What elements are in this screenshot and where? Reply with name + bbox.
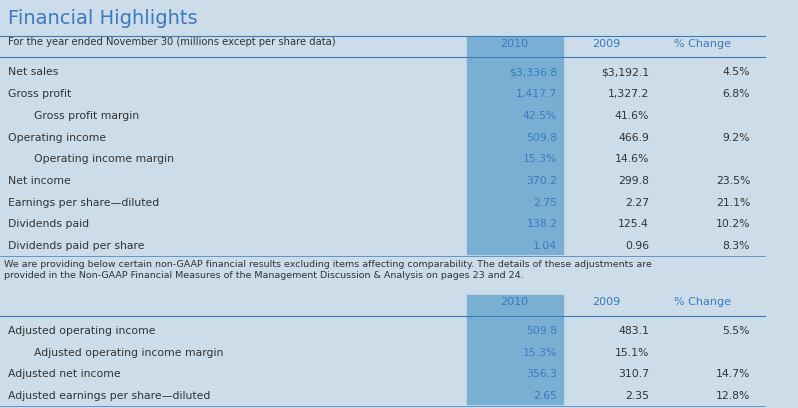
Text: Earnings per share—diluted: Earnings per share—diluted <box>8 198 159 208</box>
Text: Net sales: Net sales <box>8 67 58 78</box>
Text: Dividends paid per share: Dividends paid per share <box>8 241 144 251</box>
Text: 14.7%: 14.7% <box>716 370 750 379</box>
Text: For the year ended November 30 (millions except per share data): For the year ended November 30 (millions… <box>8 36 335 47</box>
Text: 42.5%: 42.5% <box>523 111 557 121</box>
Text: % Change: % Change <box>674 39 731 49</box>
Text: Adjusted operating income: Adjusted operating income <box>8 326 155 336</box>
Text: 4.5%: 4.5% <box>723 67 750 78</box>
Text: We are providing below certain non-GAAP financial results excluding items affect: We are providing below certain non-GAAP … <box>4 260 652 280</box>
Text: 125.4: 125.4 <box>618 220 649 229</box>
Text: 15.1%: 15.1% <box>614 348 649 358</box>
Text: 15.3%: 15.3% <box>523 348 557 358</box>
Text: Adjusted operating income margin: Adjusted operating income margin <box>34 348 223 358</box>
Text: Adjusted net income: Adjusted net income <box>8 370 120 379</box>
Text: 12.8%: 12.8% <box>716 391 750 401</box>
Text: 138.2: 138.2 <box>527 220 557 229</box>
Text: Gross profit: Gross profit <box>8 89 71 99</box>
Text: 41.6%: 41.6% <box>614 111 649 121</box>
Text: % Change: % Change <box>674 297 731 307</box>
Text: Operating income margin: Operating income margin <box>34 154 175 164</box>
Text: 1,417.7: 1,417.7 <box>516 89 557 99</box>
Text: 509.8: 509.8 <box>526 326 557 336</box>
Text: 2.65: 2.65 <box>533 391 557 401</box>
Text: 1,327.2: 1,327.2 <box>608 89 649 99</box>
Text: 21.1%: 21.1% <box>716 198 750 208</box>
Text: 310.7: 310.7 <box>618 370 649 379</box>
Text: 356.3: 356.3 <box>527 370 557 379</box>
Bar <box>467 295 563 404</box>
Text: 6.8%: 6.8% <box>723 89 750 99</box>
Text: 10.2%: 10.2% <box>716 220 750 229</box>
Text: 509.8: 509.8 <box>526 133 557 142</box>
Text: Dividends paid: Dividends paid <box>8 220 89 229</box>
Text: Net income: Net income <box>8 176 70 186</box>
Text: 14.6%: 14.6% <box>614 154 649 164</box>
Text: 2009: 2009 <box>592 39 620 49</box>
Text: 5.5%: 5.5% <box>723 326 750 336</box>
Text: 2.75: 2.75 <box>533 198 557 208</box>
Text: 466.9: 466.9 <box>618 133 649 142</box>
Text: 15.3%: 15.3% <box>523 154 557 164</box>
Text: Financial Highlights: Financial Highlights <box>8 9 197 28</box>
Text: 8.3%: 8.3% <box>723 241 750 251</box>
Text: 2009: 2009 <box>592 297 620 307</box>
Text: 9.2%: 9.2% <box>723 133 750 142</box>
Text: 0.96: 0.96 <box>625 241 649 251</box>
Text: Operating income: Operating income <box>8 133 106 142</box>
Text: 483.1: 483.1 <box>618 326 649 336</box>
Text: Adjusted earnings per share—diluted: Adjusted earnings per share—diluted <box>8 391 210 401</box>
Text: 23.5%: 23.5% <box>716 176 750 186</box>
Text: 2010: 2010 <box>500 39 528 49</box>
Text: 1.04: 1.04 <box>533 241 557 251</box>
Text: 2.35: 2.35 <box>625 391 649 401</box>
Text: Gross profit margin: Gross profit margin <box>34 111 140 121</box>
Text: 2.27: 2.27 <box>625 198 649 208</box>
Text: 370.2: 370.2 <box>526 176 557 186</box>
Bar <box>467 36 563 254</box>
Text: 299.8: 299.8 <box>618 176 649 186</box>
Text: 2010: 2010 <box>500 297 528 307</box>
Text: $3,336.8: $3,336.8 <box>509 67 557 78</box>
Text: $3,192.1: $3,192.1 <box>601 67 649 78</box>
